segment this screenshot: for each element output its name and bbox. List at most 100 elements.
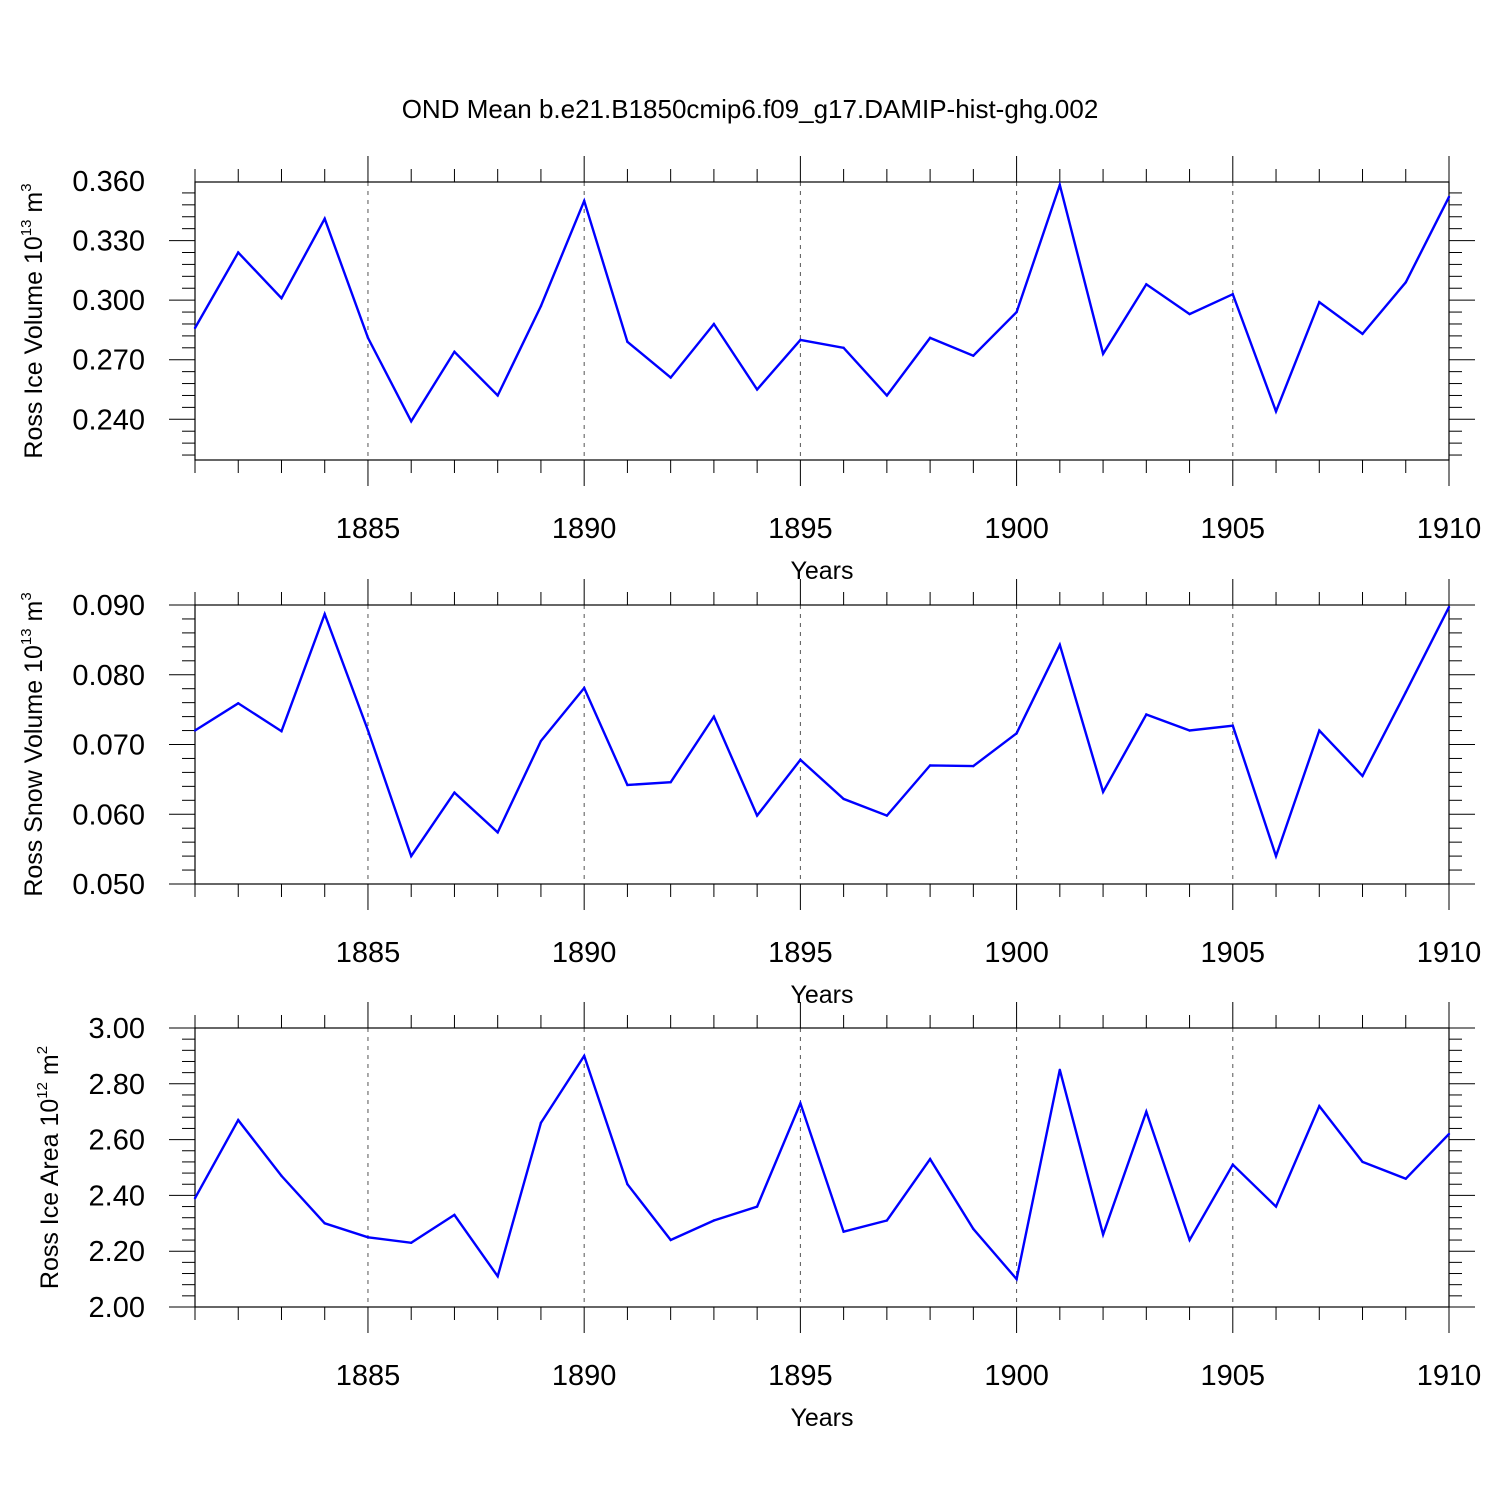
data-point (237, 1118, 240, 1122)
data-point (539, 304, 543, 308)
data-point (885, 814, 889, 817)
data-point (193, 1196, 197, 1200)
data-point (410, 854, 413, 858)
data-point (1231, 724, 1234, 727)
data-point (496, 831, 499, 834)
data-point (1404, 690, 1407, 694)
data-point (366, 729, 370, 732)
y-tick-label: 0.070 (72, 730, 145, 762)
x-tick-label: 1910 (1417, 513, 1482, 545)
y-tick-label: 2.40 (89, 1180, 145, 1212)
y-tick-label: 0.330 (72, 226, 145, 258)
data-point (453, 350, 456, 353)
data-point (712, 1219, 716, 1222)
y-tick-label: 3.00 (89, 1013, 145, 1045)
data-point (799, 758, 802, 762)
data-point (669, 1238, 672, 1242)
data-point (712, 715, 716, 718)
y-tick-label: 0.240 (72, 404, 145, 436)
data-point (1318, 1104, 1321, 1108)
data-point (453, 1213, 456, 1217)
y-tick-label: 2.80 (89, 1069, 145, 1101)
data-point (496, 394, 499, 397)
data-point (193, 729, 197, 732)
data-point (453, 791, 456, 794)
data-point (928, 336, 932, 340)
data-point (669, 376, 672, 379)
data-point (323, 612, 326, 616)
data-point (626, 1183, 629, 1186)
data-point (842, 1230, 845, 1233)
x-tick-label: 1905 (1201, 937, 1266, 969)
data-point (1318, 300, 1321, 304)
x-tick-label: 1885 (336, 513, 401, 545)
data-point (1231, 292, 1234, 296)
data-point (323, 1222, 326, 1225)
x-tick-label: 1900 (984, 1360, 1049, 1392)
data-point (1361, 774, 1364, 778)
data-point (1145, 1110, 1148, 1113)
x-axis-label: Years (790, 981, 853, 1009)
data-point (755, 1205, 759, 1208)
data-point (1015, 1277, 1018, 1281)
data-point (1101, 1233, 1105, 1236)
data-point (928, 1157, 932, 1161)
data-point (712, 322, 716, 326)
data-point (972, 354, 975, 357)
data-point (323, 217, 326, 220)
data-point (1318, 729, 1321, 732)
y-tick-label: 2.00 (89, 1292, 145, 1324)
x-tick-label: 1885 (336, 937, 401, 969)
data-point (366, 1236, 370, 1239)
y-tick-label: 0.270 (72, 345, 145, 377)
data-point (1188, 1238, 1191, 1242)
chart-title: OND Mean b.e21.B1850cmip6.f09_g17.DAMIP-… (402, 94, 1099, 124)
data-point (1188, 312, 1191, 316)
data-point (1145, 283, 1148, 286)
x-tick-label: 1895 (768, 513, 833, 545)
data-point (539, 739, 543, 743)
x-tick-label: 1885 (336, 1360, 401, 1392)
data-point (885, 394, 889, 397)
data-point (280, 296, 283, 300)
data-point (1404, 281, 1407, 284)
data-point (280, 730, 283, 733)
data-point (842, 797, 845, 801)
data-point (1058, 643, 1062, 646)
y-tick-label: 0.060 (72, 799, 145, 831)
data-point (1058, 183, 1062, 187)
data-point (972, 764, 975, 768)
plot-frame (194, 181, 1450, 461)
x-tick-label: 1905 (1201, 513, 1266, 545)
data-point (582, 199, 586, 203)
data-point (1404, 1177, 1407, 1180)
panel-3: 3.00 2.80 2.60 2.40 2.20 2.00 1885 1890 1895 1900… (34, 1002, 1481, 1432)
series-line (194, 606, 1451, 860)
data-point (1447, 1132, 1451, 1136)
data-point (1101, 352, 1105, 355)
data-point (972, 1227, 975, 1231)
x-tick-label: 1890 (552, 1360, 617, 1392)
data-point (496, 1275, 499, 1278)
data-point (669, 780, 672, 784)
x-axis-label: Years (790, 557, 853, 585)
data-point (280, 1174, 283, 1178)
data-point (842, 346, 845, 350)
data-point (582, 1054, 586, 1058)
data-point (626, 783, 629, 787)
data-point (885, 1219, 889, 1222)
data-point (1361, 1160, 1364, 1164)
data-point (582, 686, 586, 690)
data-point (366, 336, 370, 340)
data-point (193, 326, 197, 330)
panel-2: 0.090 0.080 0.070 0.060 0.050 1885 1890 1895 190… (18, 579, 1481, 1009)
data-point (1188, 729, 1191, 732)
data-point (1015, 310, 1018, 314)
panels: 0.360 0.330 0.300 0.270 0.240 1885 1890 1895 190… (18, 156, 1481, 1432)
data-point (799, 338, 802, 342)
plot-frame (194, 604, 1450, 885)
plot-frame (194, 1027, 1450, 1308)
y-tick-label: 0.080 (72, 660, 145, 692)
x-tick-label: 1895 (768, 1360, 833, 1392)
